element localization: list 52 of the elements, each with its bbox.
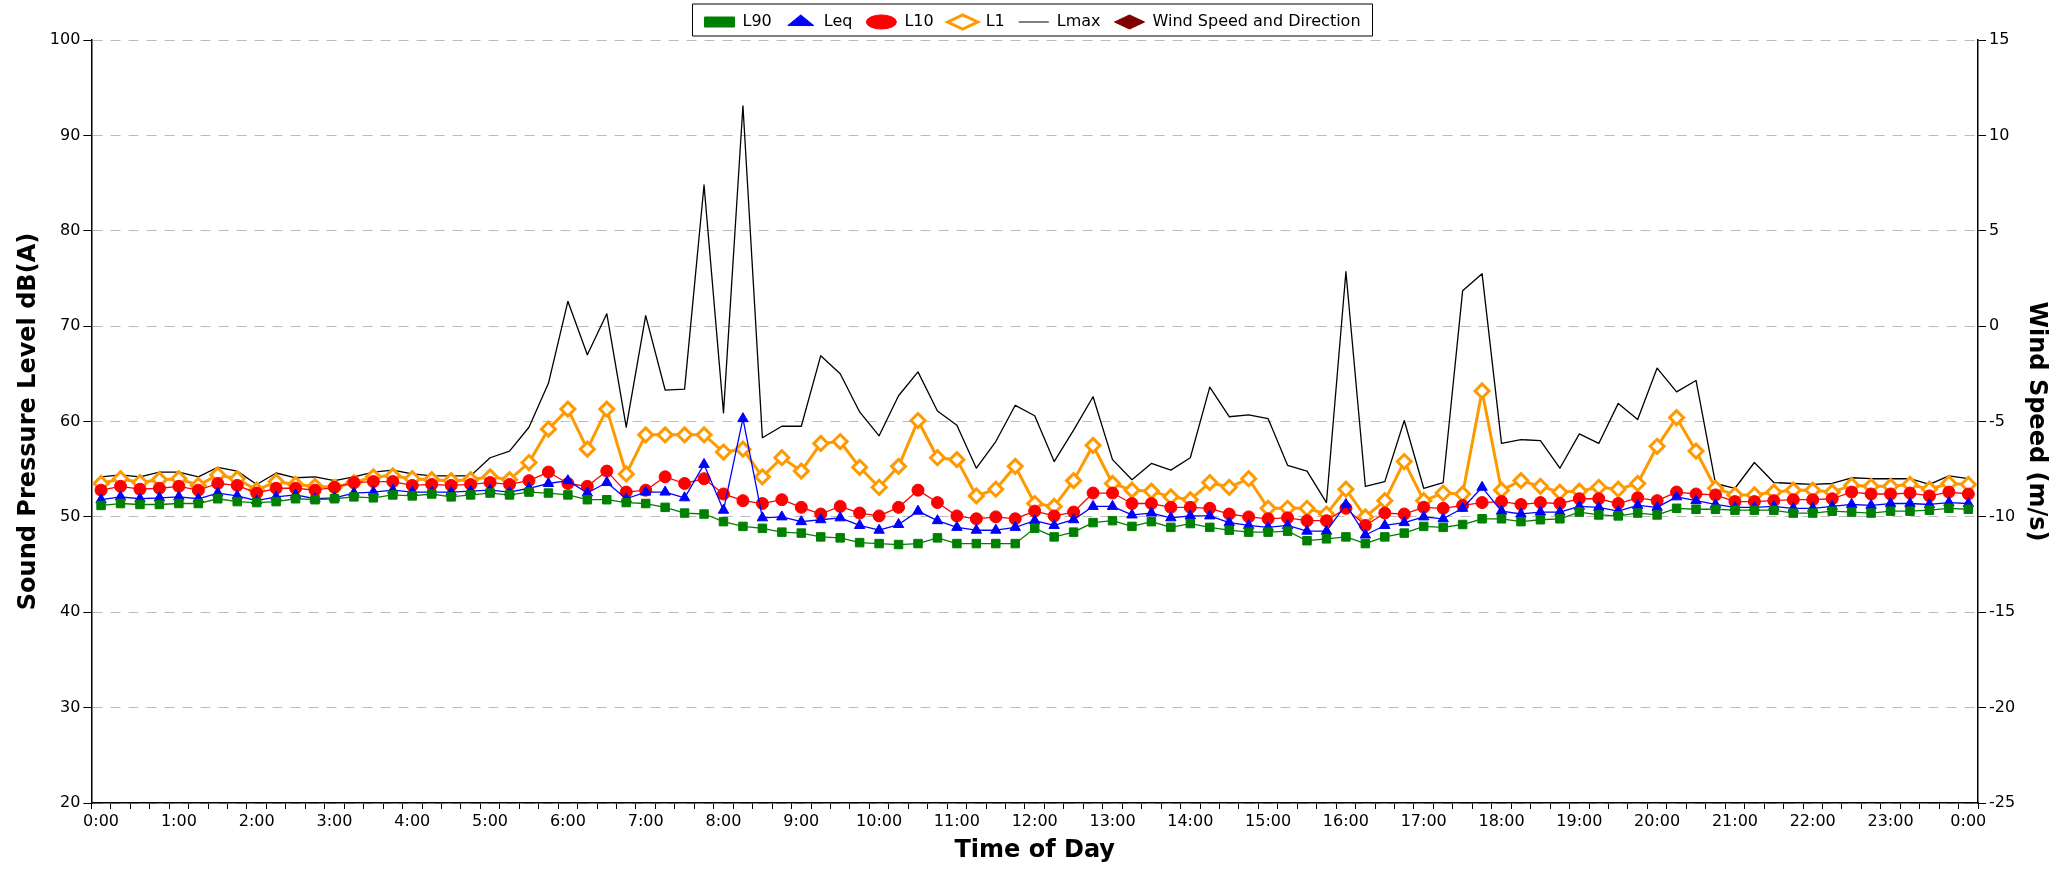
y-tick-label: 70	[59, 315, 81, 335]
y-tick-label: 30	[59, 696, 81, 716]
x-tick-label: 4:00	[394, 810, 431, 830]
y-tick-label: 80	[59, 219, 81, 239]
x-tick-label: 23:00	[1867, 810, 1914, 830]
x-tick-label: 15:00	[1245, 810, 1292, 830]
x-tick-label: 1:00	[160, 810, 197, 830]
legend-label: Leq	[823, 11, 853, 31]
y-tick-label: 90	[59, 124, 81, 144]
x-tick-label: 14:00	[1167, 810, 1214, 830]
x-tick-label: 6:00	[549, 810, 586, 830]
x-tick-label: 22:00	[1789, 810, 1836, 830]
legend-label: Wind Speed and Direction	[1152, 11, 1361, 31]
x-tick-label: 3:00	[316, 810, 353, 830]
y2-tick-label: 15	[1989, 29, 2010, 49]
x-tick-label: 16:00	[1322, 810, 1369, 830]
y2-tick-label: -20	[1989, 696, 2016, 716]
x-tick-label: 0:00	[1950, 810, 1987, 830]
x-tick-label: 17:00	[1400, 810, 1447, 830]
y2-tick-label: -25	[1989, 792, 2016, 812]
legend-label: Lmax	[1056, 11, 1101, 31]
x-tick-label: 7:00	[627, 810, 664, 830]
x-tick-label: 18:00	[1478, 810, 1525, 830]
y-tick-label: 40	[59, 601, 81, 621]
y2-tick-label: 10	[1989, 124, 2010, 144]
x-tick-label: 21:00	[1711, 810, 1758, 830]
y2-axis-title: Wind Speed (m/s)	[2024, 301, 2053, 542]
y2-tick-label: 5	[1989, 219, 2000, 239]
y2-tick-label: -5	[1989, 410, 2006, 430]
y-tick-label: 60	[59, 410, 81, 430]
x-tick-label: 20:00	[1634, 810, 1681, 830]
x-tick-label: 8:00	[705, 810, 742, 830]
x-axis-title: Time of Day	[954, 834, 1116, 863]
x-tick-label: 2:00	[238, 810, 275, 830]
x-tick-label: 19:00	[1556, 810, 1603, 830]
legend-label: L90	[742, 11, 772, 31]
x-tick-label: 13:00	[1089, 810, 1136, 830]
x-tick-label: 11:00	[933, 810, 980, 830]
y-tick-label: 100	[49, 29, 81, 49]
x-tick-label: 9:00	[783, 810, 820, 830]
x-tick-label: 12:00	[1011, 810, 1058, 830]
y-tick-label: 20	[59, 792, 81, 812]
y2-tick-label: -10	[1989, 506, 2016, 526]
x-tick-label: 5:00	[472, 810, 509, 830]
y2-tick-label: 0	[1989, 315, 2000, 335]
x-tick-label: 0:00	[83, 810, 120, 830]
legend-label: L1	[985, 11, 1005, 31]
y-tick-label: 50	[59, 506, 81, 526]
y2-tick-label: -15	[1989, 601, 2016, 621]
x-tick-label: 10:00	[856, 810, 903, 830]
y-axis-title: Sound Pressure Level dB(A)	[12, 232, 41, 611]
legend-label: L10	[904, 11, 934, 31]
